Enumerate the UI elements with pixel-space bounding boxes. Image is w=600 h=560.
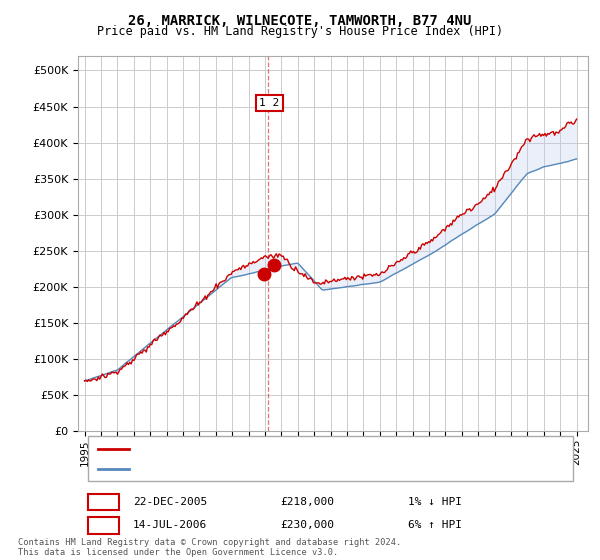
- Text: 26, MARRICK, WILNECOTE, TAMWORTH, B77 4NU: 26, MARRICK, WILNECOTE, TAMWORTH, B77 4N…: [128, 14, 472, 28]
- Text: 6% ↑ HPI: 6% ↑ HPI: [408, 520, 462, 530]
- Text: 22-DEC-2005: 22-DEC-2005: [133, 497, 207, 507]
- Text: 26, MARRICK, WILNECOTE, TAMWORTH, B77 4NU (detached house): 26, MARRICK, WILNECOTE, TAMWORTH, B77 4N…: [139, 444, 502, 454]
- Text: 1 2: 1 2: [259, 98, 279, 108]
- Text: 1% ↓ HPI: 1% ↓ HPI: [408, 497, 462, 507]
- FancyBboxPatch shape: [88, 494, 119, 510]
- FancyBboxPatch shape: [88, 517, 119, 534]
- Text: 1: 1: [100, 497, 107, 507]
- Text: 2: 2: [100, 520, 107, 530]
- FancyBboxPatch shape: [88, 436, 573, 480]
- Text: Contains HM Land Registry data © Crown copyright and database right 2024.
This d: Contains HM Land Registry data © Crown c…: [18, 538, 401, 557]
- Text: Price paid vs. HM Land Registry's House Price Index (HPI): Price paid vs. HM Land Registry's House …: [97, 25, 503, 38]
- Text: HPI: Average price, detached house, Tamworth: HPI: Average price, detached house, Tamw…: [139, 464, 414, 474]
- Text: £230,000: £230,000: [281, 520, 335, 530]
- Text: 14-JUL-2006: 14-JUL-2006: [133, 520, 207, 530]
- Text: £218,000: £218,000: [281, 497, 335, 507]
